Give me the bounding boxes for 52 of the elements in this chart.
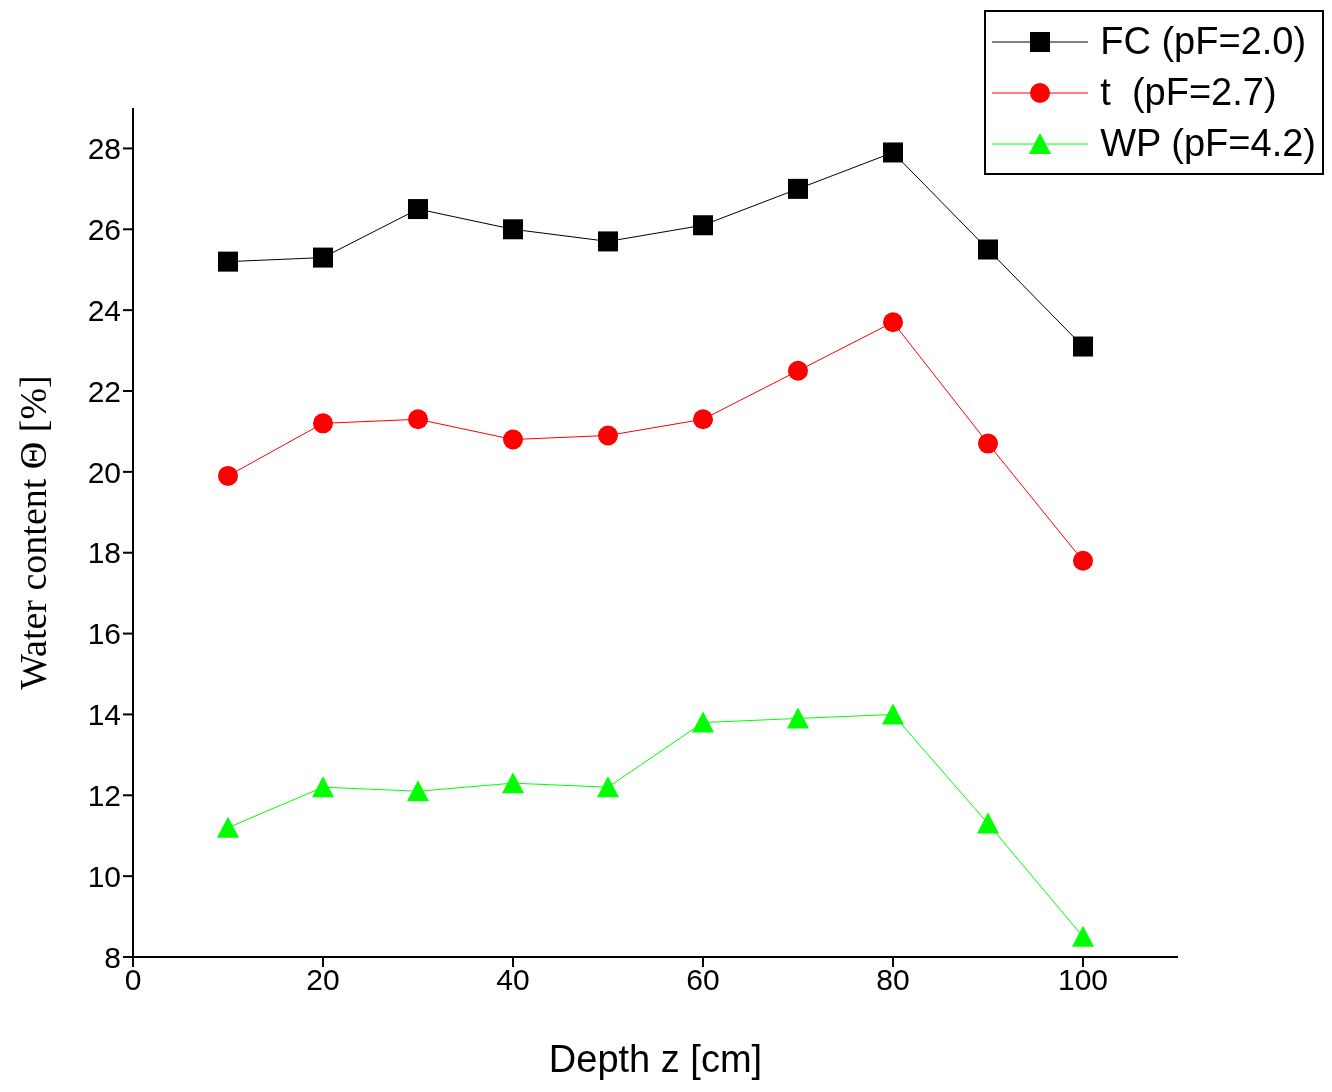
point bbox=[217, 816, 239, 838]
point bbox=[408, 409, 428, 430]
point bbox=[978, 433, 998, 454]
point bbox=[692, 711, 714, 733]
point bbox=[787, 707, 809, 729]
point bbox=[313, 247, 333, 268]
point bbox=[503, 219, 523, 240]
y-axis-title: Water content Θ [%] bbox=[12, 375, 54, 690]
y-tick-label: 18 bbox=[87, 536, 121, 570]
point bbox=[883, 312, 903, 333]
point bbox=[408, 199, 428, 220]
x-tick-label: 100 bbox=[1057, 963, 1109, 997]
point bbox=[598, 425, 618, 446]
y-tick-label: 28 bbox=[87, 132, 121, 166]
legend-label: FC (pF=2.0) bbox=[1100, 20, 1307, 63]
legend-label: WP (pF=4.2) bbox=[1100, 122, 1316, 165]
point bbox=[313, 413, 333, 434]
x-tick-label: 80 bbox=[876, 963, 910, 997]
point bbox=[503, 429, 523, 450]
point bbox=[598, 231, 618, 252]
legend-label: t (pF=2.7) bbox=[1100, 71, 1277, 114]
point bbox=[882, 703, 904, 725]
y-tick-label: 26 bbox=[87, 212, 121, 246]
point bbox=[977, 812, 999, 834]
point bbox=[407, 780, 429, 802]
point bbox=[693, 215, 713, 236]
point bbox=[218, 465, 238, 486]
x-tick-label: 60 bbox=[686, 963, 720, 997]
point bbox=[1072, 925, 1094, 947]
point bbox=[788, 360, 808, 381]
y-tick-label: 14 bbox=[87, 698, 121, 732]
y-tick-label: 10 bbox=[87, 859, 121, 893]
point bbox=[502, 772, 524, 794]
x-tick-label: 0 bbox=[124, 963, 142, 997]
y-tick-label: 8 bbox=[104, 940, 121, 974]
point bbox=[597, 776, 619, 798]
y-tick-label: 12 bbox=[87, 778, 121, 812]
x-axis-title: Depth z [cm] bbox=[548, 1038, 763, 1080]
point bbox=[978, 239, 998, 260]
point bbox=[312, 776, 334, 798]
point bbox=[1073, 550, 1093, 571]
x-tick-label: 40 bbox=[496, 963, 530, 997]
x-tick-label: 20 bbox=[306, 963, 340, 997]
y-tick-label: 24 bbox=[87, 293, 121, 327]
y-tick-label: 20 bbox=[87, 455, 121, 489]
point bbox=[788, 178, 808, 199]
point bbox=[883, 142, 903, 163]
point bbox=[218, 251, 238, 272]
point bbox=[1073, 336, 1093, 357]
point bbox=[693, 409, 713, 430]
y-tick-label: 16 bbox=[87, 617, 121, 651]
y-tick-label: 22 bbox=[87, 374, 121, 408]
